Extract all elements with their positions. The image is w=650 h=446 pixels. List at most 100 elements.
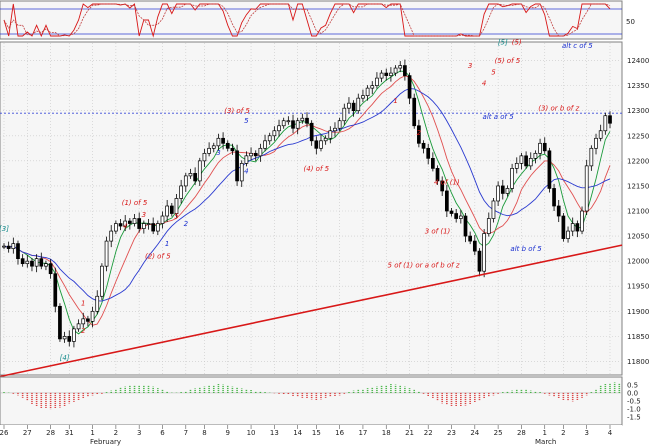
price-bar <box>230 147 235 152</box>
price-bar <box>328 130 333 139</box>
price-bar <box>169 205 174 214</box>
x-tick-label: 6 <box>160 429 165 437</box>
price-bar <box>286 120 291 123</box>
price-bar <box>188 173 193 177</box>
price-bar <box>403 65 407 76</box>
price-bar <box>123 220 128 227</box>
x-tick-label: 3 <box>137 429 141 437</box>
x-tick-label: 23 <box>447 429 456 437</box>
price-bar <box>193 173 197 182</box>
wave-label: 5 of (1) or a of b of z <box>388 262 460 270</box>
wave-label: 2 <box>81 327 86 335</box>
price-bar <box>141 223 146 229</box>
price-bar <box>48 263 53 275</box>
price-bar <box>570 223 575 232</box>
x-tick-label: 14 <box>293 429 302 437</box>
price-bar <box>258 147 263 157</box>
wave-label: 5 <box>174 213 179 221</box>
price-bar <box>109 230 114 242</box>
price-bar <box>431 157 435 169</box>
month-label-february: February <box>90 438 121 446</box>
price-tick-label: 11900 <box>627 308 649 316</box>
price-tick-label: 11850 <box>627 333 649 341</box>
price-bar <box>519 155 524 164</box>
price-bar <box>514 163 519 169</box>
price-bar <box>62 336 67 340</box>
price-bar <box>86 318 90 322</box>
price-bar <box>104 240 109 267</box>
macd-pane: 0.50.0-0.5-1.0-1.5 <box>0 376 641 426</box>
price-bar <box>575 223 580 232</box>
x-tick-label: 10 <box>247 429 256 437</box>
price-frame <box>0 41 623 376</box>
price-bar <box>542 142 547 152</box>
price-tick-label: 12300 <box>627 107 649 115</box>
price-bar <box>44 263 48 267</box>
price-bar <box>580 210 584 232</box>
price-bar <box>300 117 305 122</box>
price-bar <box>463 215 468 237</box>
wave-label: 4 of (1) <box>434 178 460 186</box>
price-bar <box>314 140 319 149</box>
price-bar <box>389 72 393 76</box>
price-bar <box>347 102 351 109</box>
oscillator-tick-label: 50 <box>626 18 635 26</box>
x-tick-label: 18 <box>382 429 391 437</box>
price-bar <box>421 142 426 149</box>
price-bar <box>6 245 11 249</box>
x-axis-band <box>0 425 622 446</box>
price-bar <box>2 245 6 248</box>
ma-slow-line <box>3 88 611 302</box>
price-bar <box>500 185 505 194</box>
price-bar <box>361 95 365 99</box>
price-bar <box>510 168 514 189</box>
price-bar <box>211 145 216 149</box>
price-tick-label: 12100 <box>627 208 649 216</box>
price-bar <box>81 318 86 325</box>
price-bar <box>277 125 281 132</box>
wave-label: (5) of 5 <box>495 57 521 65</box>
support-trendline <box>0 244 623 378</box>
macd-frame <box>0 376 623 426</box>
price-bar <box>235 150 239 182</box>
price-bar <box>379 72 384 79</box>
price-bar <box>472 240 477 252</box>
wave-label: 5 <box>491 69 496 77</box>
price-bar <box>528 157 533 167</box>
price-bar <box>272 130 277 137</box>
wave-label: (4) of 5 <box>304 165 330 173</box>
price-bar <box>267 135 272 142</box>
price-bar <box>295 120 300 129</box>
x-tick-label: 15 <box>312 429 321 437</box>
price-bar <box>435 168 440 182</box>
price-bar <box>183 175 188 187</box>
x-tick-label: 28 <box>517 429 526 437</box>
price-bar <box>398 65 403 69</box>
x-tick-label: 2 <box>561 429 565 437</box>
wave-label: alt b of 5 <box>510 245 542 253</box>
price-bar <box>309 122 314 142</box>
price-bar <box>11 243 16 249</box>
x-tick-label: 25 <box>494 429 503 437</box>
macd-tick-label: 0.0 <box>627 389 638 397</box>
price-bar <box>496 185 500 202</box>
price-bar <box>603 115 608 132</box>
macd-tick-label: -0.5 <box>627 398 641 406</box>
price-bar <box>76 323 81 330</box>
price-bar <box>412 97 417 127</box>
price-bar <box>281 120 286 127</box>
wave-label: 4 <box>123 223 127 231</box>
price-bar <box>207 147 211 154</box>
price-tick-label: 12200 <box>627 157 649 165</box>
price-bar <box>239 163 244 182</box>
price-tick-label: 12000 <box>627 258 649 266</box>
price-tick-label: 12150 <box>627 182 649 190</box>
price-bar <box>305 117 309 124</box>
macd-tick-label: -1.0 <box>627 406 641 414</box>
price-bar <box>407 75 412 99</box>
wave-label: (1) of 5 <box>122 199 148 207</box>
wave-label: 3 <box>216 149 220 157</box>
x-tick-label: 22 <box>424 429 433 437</box>
price-bar <box>384 72 389 76</box>
price-bar <box>323 137 328 142</box>
